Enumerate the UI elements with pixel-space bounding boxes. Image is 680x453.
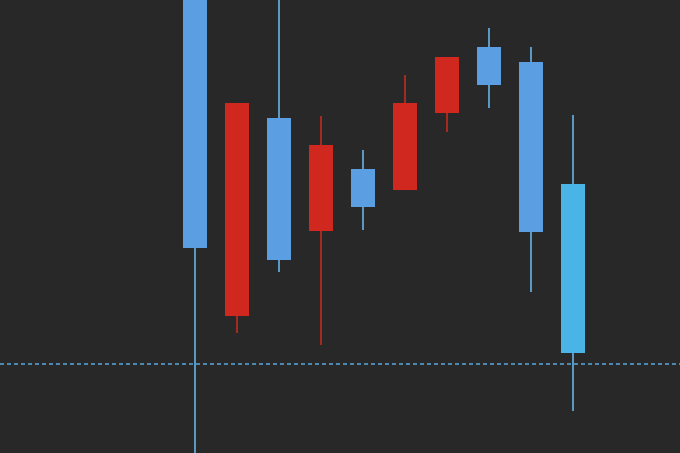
candle-body — [519, 62, 543, 232]
candle-body — [561, 184, 585, 353]
candle-body — [183, 0, 207, 248]
candle-body — [393, 103, 417, 190]
candle-body — [267, 118, 291, 260]
candle-body — [477, 47, 501, 85]
candle-body — [225, 103, 249, 316]
candle-body — [435, 57, 459, 113]
candle-body — [309, 145, 333, 231]
candle-body — [351, 169, 375, 207]
